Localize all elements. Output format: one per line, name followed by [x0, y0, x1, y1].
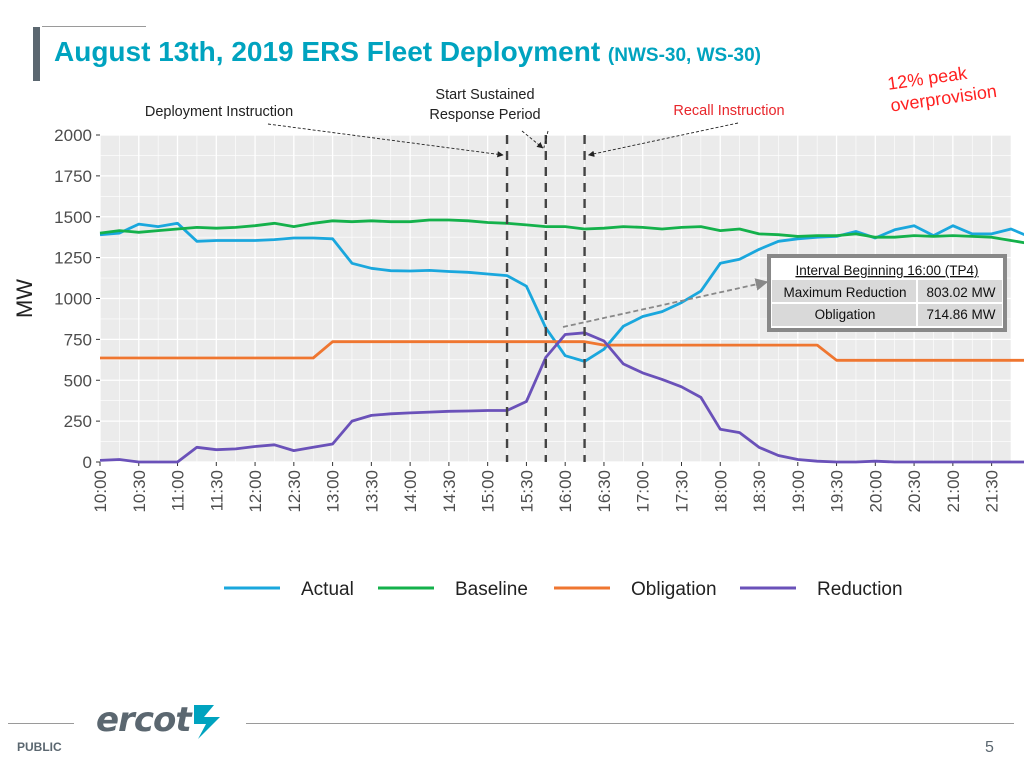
page-number: 5: [985, 739, 994, 756]
slide-title: August 13th, 2019 ERS Fleet Deployment (…: [54, 36, 761, 68]
x-tick-label: 14:30: [440, 470, 459, 513]
deployment-instruction-label: Deployment Instruction: [145, 104, 293, 120]
x-tick-label: 12:00: [246, 470, 265, 513]
x-tick-label: 11:30: [207, 470, 226, 511]
x-tick-label: 18:00: [711, 470, 730, 513]
y-tick-label: 500: [64, 371, 92, 390]
series-line-actual: [99, 221, 1024, 363]
deployment-arrow: [267, 123, 504, 158]
callout-header: Interval Beginning 16:00 (TP4): [795, 263, 978, 278]
footer-rule-left: [8, 723, 74, 724]
legend-label-actual: Actual: [301, 579, 354, 600]
series-line-reduction: [99, 331, 1024, 464]
x-tick-label: 11:00: [169, 470, 188, 511]
y-axis-label: MW: [12, 279, 37, 318]
y-tick-label: 0: [83, 453, 92, 472]
slide-title-sub: (NWS-30, WS-30): [607, 45, 761, 66]
series-line-baseline: [99, 218, 1024, 245]
callout-row-label: Maximum Reduction: [783, 285, 906, 300]
y-tick-label: 1750: [54, 167, 92, 186]
x-tick-label: 19:00: [789, 470, 808, 513]
legend-label-obligation: Obligation: [631, 579, 717, 600]
x-tick-label: 14:00: [401, 470, 420, 513]
footer-public-label: PUBLIC: [17, 740, 62, 754]
series-line-obligation: [100, 340, 1024, 362]
y-tick-label: 250: [64, 412, 92, 431]
ers-deployment-chart: 0 250 500 750 1000 1250 1500 1750 2000 MW 10:00 10:…: [12, 87, 1024, 600]
start-sustained-arrow-2: [543, 130, 549, 149]
x-tick-label: 12:30: [285, 470, 304, 513]
legend-label-reduction: Reduction: [817, 579, 903, 600]
x-tick-label: 15:00: [479, 470, 498, 513]
callout-row-value: 714.86 MW: [926, 307, 995, 322]
x-tick-label: 13:30: [362, 470, 381, 513]
x-tick-label: 10:00: [91, 470, 110, 513]
y-tick-label: 1000: [54, 290, 92, 309]
x-tick-label: 21:00: [944, 470, 963, 513]
legend-label-baseline: Baseline: [455, 579, 528, 600]
x-tick-label: 20:00: [866, 470, 885, 513]
x-tick-label: 13:00: [324, 470, 343, 513]
x-tick-label: 17:00: [634, 470, 653, 513]
title-top-rule: [42, 26, 146, 27]
x-tick-label: 21:30: [983, 470, 1002, 513]
recall-instruction-label: Recall Instruction: [673, 103, 784, 119]
callout-arrow: [562, 278, 769, 328]
y-tick-label: 750: [64, 330, 92, 349]
title-accent-bar: [33, 27, 40, 81]
recall-arrow: [587, 122, 739, 157]
slide-title-main: August 13th, 2019 ERS Fleet Deployment: [54, 36, 601, 67]
ercot-bolt-icon: [194, 705, 220, 739]
x-tick-label: 16:30: [595, 470, 614, 513]
footer-rule-right: [246, 723, 1014, 724]
y-tick-label: 1250: [54, 249, 92, 268]
x-tick-label: 17:30: [672, 470, 691, 513]
x-tick-label: 18:30: [750, 470, 769, 513]
x-tick-label: 15:30: [517, 470, 536, 513]
x-tick-label: 19:30: [828, 470, 847, 513]
x-tick-label: 16:00: [556, 470, 575, 513]
y-tick-label: 2000: [54, 126, 92, 145]
ercot-logo: ercot: [96, 700, 192, 740]
x-tick-label: 10:30: [130, 470, 149, 513]
x-tick-label: 20:30: [905, 470, 924, 513]
callout-row-value: 803.02 MW: [926, 285, 995, 300]
start-sustained-arrow: [521, 130, 544, 149]
callout-row-label: Obligation: [815, 307, 876, 322]
y-tick-label: 1500: [54, 208, 92, 227]
start-sustained-label: Start Sustained Response Period: [429, 87, 540, 123]
